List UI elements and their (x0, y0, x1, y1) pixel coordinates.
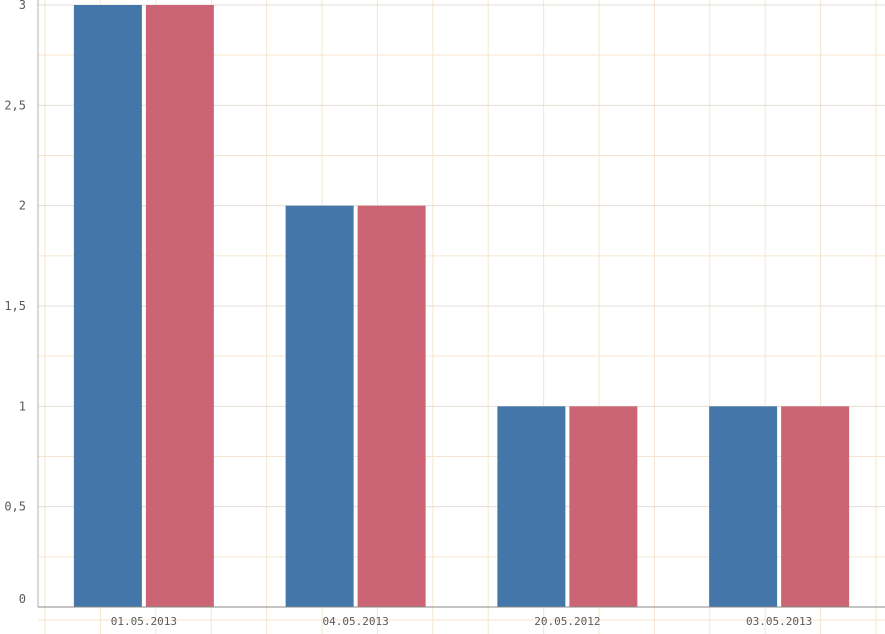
bar-1-4 (709, 406, 778, 607)
x-tick-label: 20.05.2012 (534, 615, 600, 628)
x-tick-label: 03.05.2013 (746, 615, 812, 628)
bar-2-3 (569, 406, 638, 607)
bar-2-2 (357, 205, 426, 607)
x-tick-label: 01.05.2013 (111, 615, 177, 628)
bar-1-1 (73, 5, 142, 607)
y-tick-label: 0 (19, 592, 26, 606)
y-tick-label: 2 (19, 199, 26, 213)
y-tick-labels: 0 0,5 1 1,5 2 2,5 3 (4, 0, 26, 606)
bars (73, 5, 850, 607)
y-tick-label: 1 (19, 399, 26, 413)
y-tick-label: 2,5 (4, 98, 26, 112)
bar-2-4 (781, 406, 850, 607)
x-tick-label: 04.05.2013 (323, 615, 389, 628)
y-tick-label: 0,5 (4, 500, 26, 514)
bar-1-2 (285, 205, 354, 607)
y-tick-label: 1,5 (4, 299, 26, 313)
bar-1-3 (497, 406, 566, 607)
x-tick-labels: 01.05.2013 04.05.2013 20.05.2012 03.05.2013 (111, 615, 812, 628)
bar-2-1 (145, 5, 214, 607)
y-tick-label: 3 (19, 0, 26, 12)
